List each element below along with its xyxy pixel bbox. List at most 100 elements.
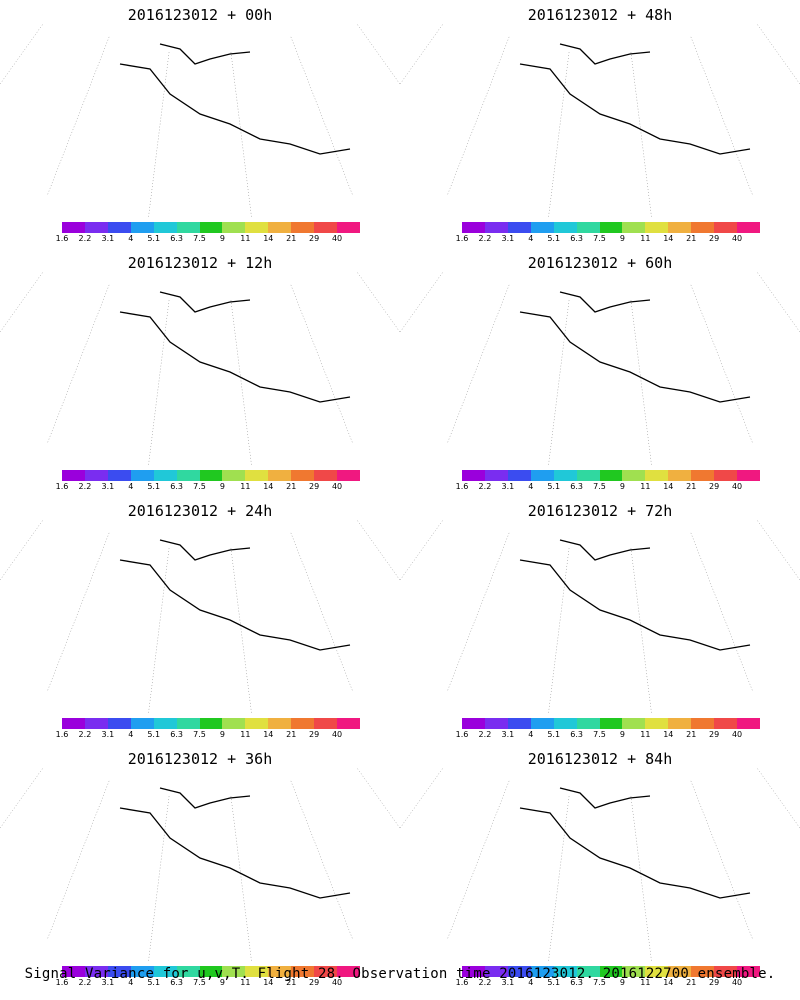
colorbar-swatch bbox=[462, 222, 485, 233]
graticule-meridian bbox=[630, 300, 652, 466]
colorbar-swatch bbox=[291, 966, 315, 977]
colorbar-swatch bbox=[622, 222, 646, 233]
variance-map bbox=[400, 272, 800, 466]
graticule-meridian bbox=[400, 24, 444, 85]
variance-patch bbox=[279, 361, 320, 402]
graticule-meridian bbox=[548, 300, 570, 466]
colorbar-swatch bbox=[62, 718, 85, 729]
colorbar-label: 14 bbox=[663, 730, 674, 739]
variance-patch bbox=[277, 607, 323, 653]
forecast-panel: 2016123012 + 36h 1.6 2.2 3.1 4 5.1 6.3 7.5 9 11 14… bbox=[0, 744, 400, 992]
colorbar-swatch bbox=[176, 718, 200, 729]
colorbar-label: 1.6 bbox=[55, 234, 69, 243]
coastline bbox=[119, 539, 351, 651]
colorbar-label: 9 bbox=[219, 234, 225, 243]
colorbar-swatch bbox=[314, 966, 338, 977]
colorbar-label: 7.5 bbox=[193, 234, 206, 243]
colorbar-swatch bbox=[576, 718, 600, 729]
colorbar-labels: 1.6 2.2 3.1 4 5.1 6.3 7.5 9 11 14 21 29 40 bbox=[456, 730, 760, 740]
colorbar-swatch bbox=[314, 718, 338, 729]
colorbar-label: 21 bbox=[686, 482, 697, 491]
panel-title: 2016123012 + 60h bbox=[527, 254, 673, 272]
coastline bbox=[519, 291, 751, 403]
colorbar-label: 14 bbox=[263, 730, 274, 739]
colorbar-swatch bbox=[62, 470, 85, 481]
variance-patch bbox=[664, 842, 736, 914]
variance-field bbox=[420, 272, 760, 466]
colorbar-label: 3.1 bbox=[101, 730, 115, 739]
variance-field bbox=[40, 771, 340, 955]
colorbar-swatch bbox=[622, 718, 646, 729]
colorbar-label: 11 bbox=[240, 234, 251, 243]
graticule-meridian bbox=[290, 284, 353, 444]
colorbar-swatch bbox=[668, 222, 692, 233]
colorbar-swatch bbox=[530, 470, 554, 481]
colorbar-label: 3.1 bbox=[101, 978, 115, 987]
variance-field bbox=[400, 768, 780, 962]
colorbar-label: 7.5 bbox=[593, 978, 606, 987]
colorbar-label: 3.1 bbox=[501, 482, 515, 491]
colorbar-label: 21 bbox=[286, 234, 297, 243]
colorbar-label: 40 bbox=[331, 978, 343, 987]
colorbar-label: 4 bbox=[128, 978, 134, 987]
colorbar-label: 40 bbox=[331, 234, 343, 243]
colorbar-label: 2.2 bbox=[478, 730, 492, 739]
graticule-meridian bbox=[47, 532, 110, 692]
graticule-meridian bbox=[356, 24, 400, 85]
colorbar-label: 3.1 bbox=[501, 234, 515, 243]
colorbar-label: 40 bbox=[331, 730, 343, 739]
colorbar-swatch bbox=[107, 966, 131, 977]
colorbar bbox=[462, 966, 760, 977]
colorbar-label: 7.5 bbox=[193, 978, 206, 987]
colorbar-label: 5.1 bbox=[547, 730, 561, 739]
colorbar-swatch bbox=[507, 470, 531, 481]
variance-map bbox=[400, 768, 800, 962]
colorbar-label: 29 bbox=[309, 482, 320, 491]
panel-title: 2016123012 + 84h bbox=[527, 750, 673, 768]
colorbar-label: 4 bbox=[528, 978, 534, 987]
colorbar-swatch bbox=[553, 470, 577, 481]
colorbar-label: 5.1 bbox=[547, 978, 561, 987]
variance-patch bbox=[669, 351, 731, 413]
variance-patch bbox=[474, 296, 546, 368]
graticule-meridian bbox=[148, 796, 170, 962]
colorbar-label: 11 bbox=[240, 482, 251, 491]
colorbar-swatch bbox=[507, 222, 531, 233]
colorbar-swatch bbox=[714, 718, 738, 729]
coastline bbox=[119, 787, 351, 899]
colorbar-label: 7.5 bbox=[193, 482, 206, 491]
colorbar-swatch bbox=[599, 222, 623, 233]
colorbar-label: 6.3 bbox=[570, 978, 583, 987]
colorbar-label: 3.1 bbox=[501, 730, 515, 739]
colorbar-label: 2.2 bbox=[478, 978, 492, 987]
graticule-meridian bbox=[290, 532, 353, 692]
colorbar-label: 14 bbox=[663, 978, 674, 987]
colorbar-swatch bbox=[176, 470, 200, 481]
colorbar-labels: 1.6 2.2 3.1 4 5.1 6.3 7.5 9 11 14 21 29 40 bbox=[56, 730, 360, 740]
graticule-meridian bbox=[0, 768, 44, 829]
graticule-meridian bbox=[230, 300, 252, 466]
colorbar-swatch bbox=[714, 470, 738, 481]
variance-map bbox=[0, 272, 400, 466]
colorbar-label: 21 bbox=[686, 978, 697, 987]
colorbar-swatch bbox=[622, 966, 646, 977]
colorbar-label: 3.1 bbox=[501, 978, 515, 987]
colorbar-label: 1.6 bbox=[55, 978, 69, 987]
graticule-meridian bbox=[230, 796, 252, 962]
colorbar-label: 3.1 bbox=[101, 482, 115, 491]
graticule-meridian bbox=[756, 272, 800, 333]
variance-patch bbox=[615, 530, 704, 619]
graticule-meridian bbox=[148, 52, 170, 218]
colorbar-label: 1.6 bbox=[455, 730, 469, 739]
colorbar-label: 11 bbox=[640, 482, 651, 491]
colorbar-label: 40 bbox=[731, 234, 743, 243]
colorbar-swatch bbox=[462, 470, 485, 481]
variance-patch bbox=[524, 366, 617, 459]
colorbar-label: 9 bbox=[619, 482, 625, 491]
colorbar-swatch bbox=[107, 718, 131, 729]
colorbar-label: 21 bbox=[686, 730, 697, 739]
colorbar-swatch bbox=[245, 718, 269, 729]
colorbar-label: 29 bbox=[309, 234, 320, 243]
colorbar-label: 7.5 bbox=[593, 730, 606, 739]
graticule-meridian bbox=[356, 272, 400, 333]
